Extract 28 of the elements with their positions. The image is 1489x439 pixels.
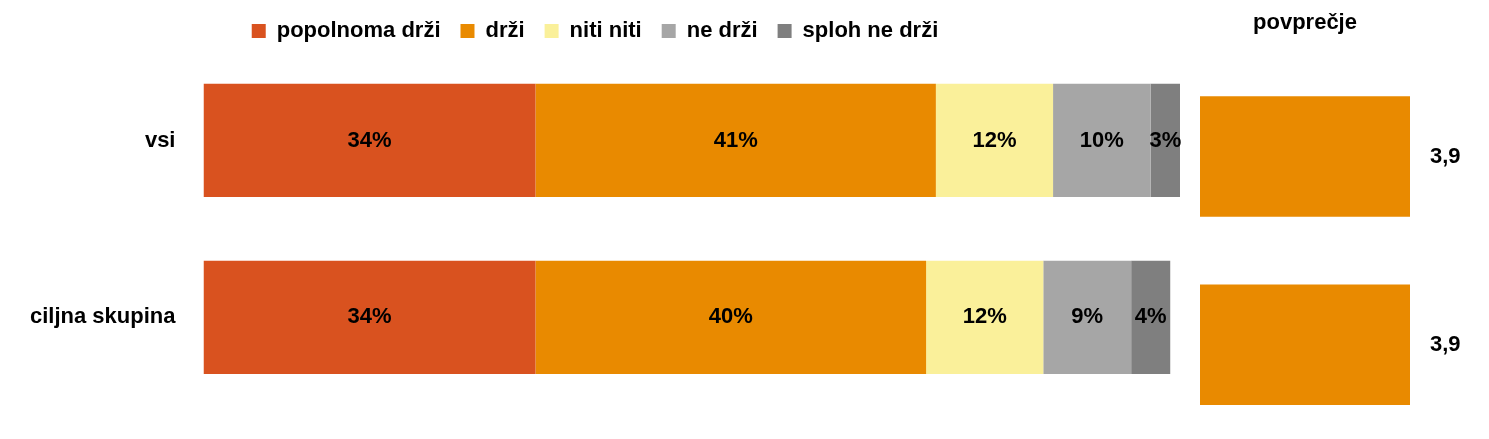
bar	[535, 260, 927, 374]
legend-label: popolnoma drži	[276, 17, 441, 43]
bar	[935, 83, 1054, 198]
data-label: 40%	[708, 303, 753, 329]
bar	[1043, 260, 1132, 374]
data-label: 41%	[713, 126, 758, 152]
chart-title: povprečje	[1253, 9, 1357, 35]
data-label: 12%	[962, 303, 1007, 329]
data-label: 4%	[1134, 303, 1167, 329]
data-label: 10%	[1079, 126, 1124, 152]
data-label: 3,9	[1430, 142, 1461, 168]
legend-label: drži	[485, 17, 525, 43]
bar	[1053, 83, 1151, 198]
data-label: 12%	[972, 126, 1017, 152]
data-label: 34%	[347, 303, 392, 329]
data-label: 3,9	[1430, 330, 1461, 356]
legend-label: niti niti	[569, 17, 642, 43]
legend-label: sploh ne drži	[802, 17, 939, 43]
bar	[1131, 260, 1171, 374]
data-label: 9%	[1071, 303, 1104, 329]
bar	[203, 83, 536, 198]
bar	[926, 260, 1044, 374]
legend-label: ne drži	[686, 17, 758, 43]
bar	[535, 83, 936, 198]
y-tick-label: vsi	[144, 126, 176, 152]
y-tick-label: ciljna skupina	[29, 303, 177, 329]
bar	[203, 260, 536, 374]
data-label: 34%	[347, 126, 392, 152]
